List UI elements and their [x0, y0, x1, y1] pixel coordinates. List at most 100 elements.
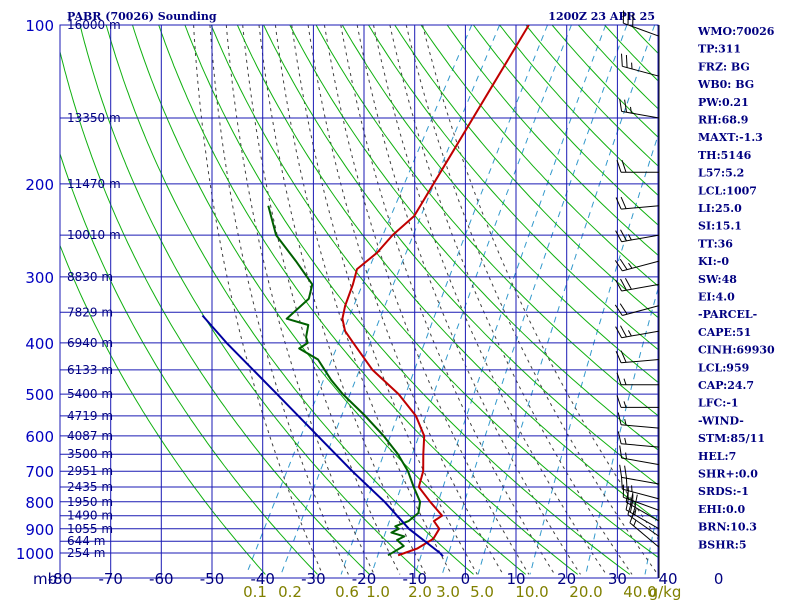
grid-layer: [59, 24, 659, 579]
temperature-tick-label: -20: [352, 570, 377, 588]
dry-adiabat: [499, 25, 658, 196]
index-item: RH:68.9: [698, 114, 748, 127]
mixing-ratio-line: [340, 25, 548, 575]
dry-adiabat: [60, 49, 370, 575]
index-item: KI:-0: [698, 255, 729, 268]
parcel-profile: [201, 314, 444, 558]
mixing-ratio-label: 0.2: [278, 583, 302, 600]
wind-barb-flag: [625, 497, 630, 510]
moist-adiabat: [405, 25, 658, 575]
index-item: WMO:70026: [697, 25, 775, 38]
wind-barb: [616, 372, 659, 386]
index-item: LCL:1007: [698, 184, 757, 197]
dry-adiabat: [473, 25, 658, 226]
dry-adiabat: [420, 25, 658, 287]
wind-barb-half-flag: [627, 234, 632, 241]
wind-barb-half-flag: [633, 519, 637, 527]
wind-barb-flag: [625, 54, 628, 68]
index-item: EHI:0.0: [698, 503, 745, 516]
wind-barb-flag: [625, 489, 630, 503]
wind-barb: [621, 53, 660, 77]
wind-barb: [619, 98, 660, 119]
wind-barb: [615, 196, 660, 210]
wind-barb-flag: [617, 431, 622, 444]
wind-barb-flag: [619, 98, 623, 112]
moist-adiabat: [307, 25, 504, 575]
dry-adiabat: [368, 25, 658, 351]
wind-barb: [615, 325, 660, 339]
wind-barb-shaft: [621, 234, 660, 243]
index-item: LFC:-1: [698, 397, 739, 410]
wind-barb-shaft: [625, 509, 660, 530]
moist-adiabat: [291, 25, 478, 575]
index-item: MAXT:-1.3: [698, 131, 763, 144]
moist-adiabat: [373, 25, 607, 575]
temperature-tick-label: -40: [250, 570, 275, 588]
plot-background: [60, 25, 658, 578]
temperature-tick-label: 10: [506, 570, 525, 588]
wind-barb-flag: [621, 160, 627, 173]
dry-adiabat: [551, 25, 658, 138]
index-item: FRZ: BG: [698, 60, 750, 73]
wind-barb: [614, 303, 660, 316]
dry-adiabat: [79, 25, 422, 575]
wind-barb-flag: [624, 99, 627, 113]
height-label: 6940 m: [67, 336, 113, 350]
mixing-ratio-line: [280, 25, 501, 575]
wind-barb-half-flag: [623, 378, 627, 385]
pressure-tick-label: 900: [25, 521, 54, 539]
index-item: SRDS:-1: [698, 485, 749, 498]
wind-barb-shaft: [621, 476, 660, 485]
dry-adiabat: [60, 152, 318, 575]
height-label: 1490 m: [67, 509, 113, 523]
height-label: 2951 m: [67, 464, 113, 478]
wind-barb-half-flag: [630, 106, 632, 114]
wind-barb-shaft: [622, 65, 660, 77]
wind-barb-flag: [620, 350, 627, 363]
wind-barbs: [614, 10, 660, 578]
pressure-tick-label: 800: [25, 494, 54, 512]
moist-adiabat: [356, 25, 581, 575]
dry-adiabat: [132, 25, 527, 575]
temperature-tick-label: -50: [200, 570, 225, 588]
plot-grid: [60, 25, 658, 575]
temperature-profile: [341, 25, 530, 557]
wind-barb-shaft: [622, 305, 660, 316]
index-item: CAPE:51: [698, 326, 751, 339]
height-label: 11470 m: [67, 177, 121, 191]
height-label: 6133 m: [67, 363, 113, 377]
height-label: 5400 m: [67, 387, 113, 401]
mixing-ratio-label: 10.0: [515, 583, 548, 600]
index-item: SHR+:0.0: [698, 468, 758, 481]
wind-barb-flag: [625, 477, 628, 491]
index-item: EI:4.0: [698, 291, 735, 304]
wind-barb-flag: [629, 492, 634, 505]
wind-barb-flag: [619, 464, 623, 478]
wind-barb: [625, 497, 660, 530]
height-label: 10010 m: [67, 228, 121, 242]
wind-barb-shaft: [621, 205, 660, 210]
wind-barb-half-flag: [624, 418, 627, 426]
mixing-ratio-line: [414, 25, 607, 575]
chart-title: PABR (70026) Sounding: [67, 10, 217, 23]
index-item: -PARCEL-: [698, 308, 757, 321]
dry-adiabat: [60, 244, 266, 575]
temperature-tick-label: 40: [658, 570, 677, 588]
mixing-ratio-label: 40.0: [623, 583, 656, 600]
mixing-ratio-line: [477, 25, 656, 575]
temperature-tick-label: 0: [714, 570, 724, 588]
mixing-ratio-line: [585, 287, 658, 575]
height-label: 7829 m: [67, 305, 113, 319]
wind-barb-shaft: [627, 514, 660, 537]
height-label: 13350 m: [67, 111, 121, 125]
wind-barb-shaft: [621, 424, 660, 429]
temperature-tick-label: -10: [402, 570, 427, 588]
moist-adiabat: [209, 25, 349, 575]
wind-barb-flag: [621, 53, 623, 67]
dry-adiabat: [210, 25, 658, 558]
wind-barb-flag: [616, 372, 622, 385]
plot-frame: [59, 24, 659, 579]
wind-barb-flag: [620, 229, 627, 242]
index-item: L57:5.2: [698, 167, 744, 180]
wind-barb-flag: [619, 303, 628, 315]
